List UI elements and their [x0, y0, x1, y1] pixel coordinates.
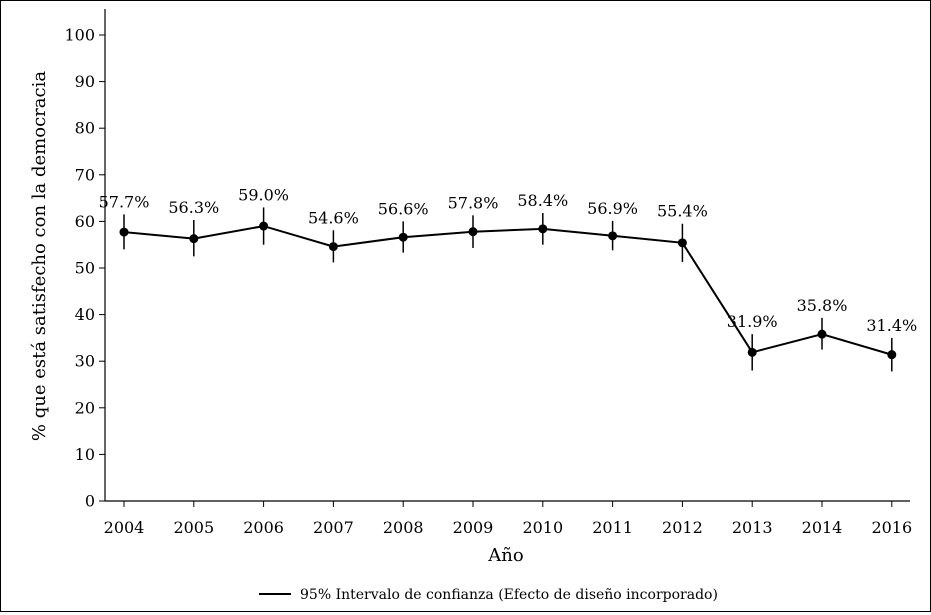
- data-point: [747, 347, 757, 357]
- data-point: [259, 221, 269, 231]
- data-label: 57.7%: [99, 192, 150, 211]
- data-point: [677, 238, 687, 248]
- legend-label: 95% Intervalo de confianza (Efecto de di…: [300, 587, 718, 603]
- x-tick-label: 2013: [732, 518, 773, 537]
- legend: 95% Intervalo de confianza (Efecto de di…: [259, 587, 718, 603]
- y-tick-label: 50: [75, 259, 95, 278]
- data-point: [608, 231, 618, 241]
- data-point: [887, 350, 897, 360]
- data-label: 31.4%: [866, 316, 917, 335]
- data-label: 57.8%: [448, 193, 499, 212]
- x-tick-label: 2007: [313, 518, 354, 537]
- data-point: [538, 224, 548, 234]
- y-tick-label: 40: [75, 305, 95, 324]
- y-tick-label: 70: [75, 165, 95, 184]
- data-point: [189, 234, 199, 244]
- series-line-group: [123, 225, 893, 356]
- data-point: [398, 232, 408, 242]
- data-label: 54.6%: [308, 208, 359, 227]
- y-tick-label: 90: [75, 72, 95, 91]
- x-tick-label: 2006: [243, 518, 284, 537]
- y-axis-title: % que está satisfecho con la democracia: [29, 71, 50, 441]
- x-tick-label: 2005: [173, 518, 214, 537]
- data-point: [468, 227, 478, 237]
- point-labels: 57.7% 56.3% 59.0% 54.6% 56.6% 57.8% 58.4% 56.9%…: [99, 185, 918, 334]
- data-label: 58.4%: [517, 191, 568, 210]
- data-point: [817, 329, 827, 339]
- markers: [119, 221, 897, 360]
- x-tick-label: 2012: [662, 518, 703, 537]
- y-tick-label: 80: [75, 119, 95, 138]
- y-tick-label: 100: [64, 26, 95, 45]
- data-label: 35.8%: [797, 296, 848, 315]
- y-tick-label: 30: [75, 352, 95, 371]
- y-tick-label: 20: [75, 398, 95, 417]
- data-label: 56.6%: [378, 199, 429, 218]
- series-line: [123, 225, 893, 356]
- data-label: 31.9%: [727, 312, 778, 331]
- x-tick-label: 2004: [104, 518, 145, 537]
- data-point: [328, 242, 338, 252]
- data-label: 56.3%: [168, 198, 219, 217]
- y-tick-label: 0: [85, 492, 95, 511]
- x-tick-label: 2011: [592, 518, 633, 537]
- x-tick-label: 2016: [871, 518, 912, 537]
- axes: 0 10 20 30 40 50 60 70 80 90 100 2004 2005 2006 2007 20…: [64, 9, 912, 537]
- data-point: [119, 227, 129, 237]
- data-label: 56.9%: [587, 199, 638, 218]
- x-tick-label: 2008: [383, 518, 424, 537]
- x-tick-label: 2009: [453, 518, 494, 537]
- x-axis-title: Año: [487, 545, 523, 566]
- y-tick-label: 10: [75, 445, 95, 464]
- y-tick-label: 60: [75, 212, 95, 231]
- x-tick-label: 2010: [522, 518, 563, 537]
- x-tick-label: 2014: [802, 518, 843, 537]
- data-label: 55.4%: [657, 202, 708, 221]
- data-label: 59.0%: [238, 185, 289, 204]
